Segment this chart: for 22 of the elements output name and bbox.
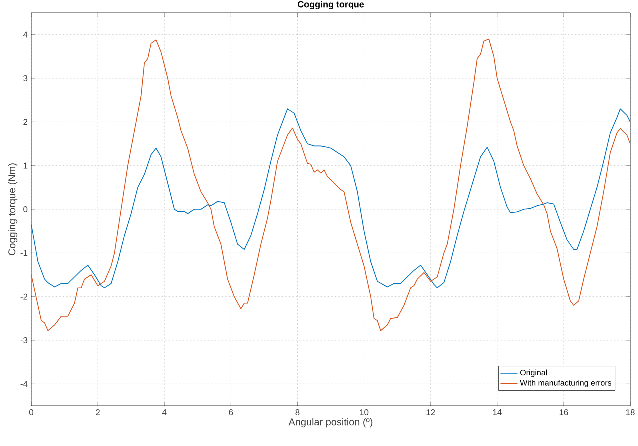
x-tick-label: 2 — [96, 410, 100, 416]
y-tick-label: 4 — [23, 32, 28, 38]
y-tick-label: -2 — [20, 294, 28, 300]
y-tick-label: -4 — [20, 381, 28, 388]
y-tick-label: 2 — [24, 119, 28, 126]
x-tick-label: 6 — [229, 410, 234, 416]
y-axis-title: Cogging torque (Nm) — [8, 164, 18, 256]
x-tick-label: 12 — [426, 410, 436, 416]
y-tick-label: -1 — [20, 250, 28, 256]
y-tick-label: -3 — [20, 338, 28, 344]
y-tick-label: 0 — [24, 206, 28, 212]
x-tick-label: 16 — [560, 410, 568, 416]
x-tick-label: 4 — [162, 410, 167, 416]
y-tick-label: 1 — [24, 162, 28, 169]
x-tick-label: 18 — [626, 410, 635, 416]
x-tick-label: 0 — [29, 410, 34, 416]
x-tick-label: 8 — [296, 410, 300, 416]
chart-title: Cogging torque — [298, 1, 364, 10]
y-tick-label: 3 — [24, 76, 28, 82]
x-tick-label: 10 — [360, 410, 369, 416]
x-tick-label: 14 — [493, 410, 502, 416]
x-axis-title: Angular position (º) — [288, 418, 373, 428]
